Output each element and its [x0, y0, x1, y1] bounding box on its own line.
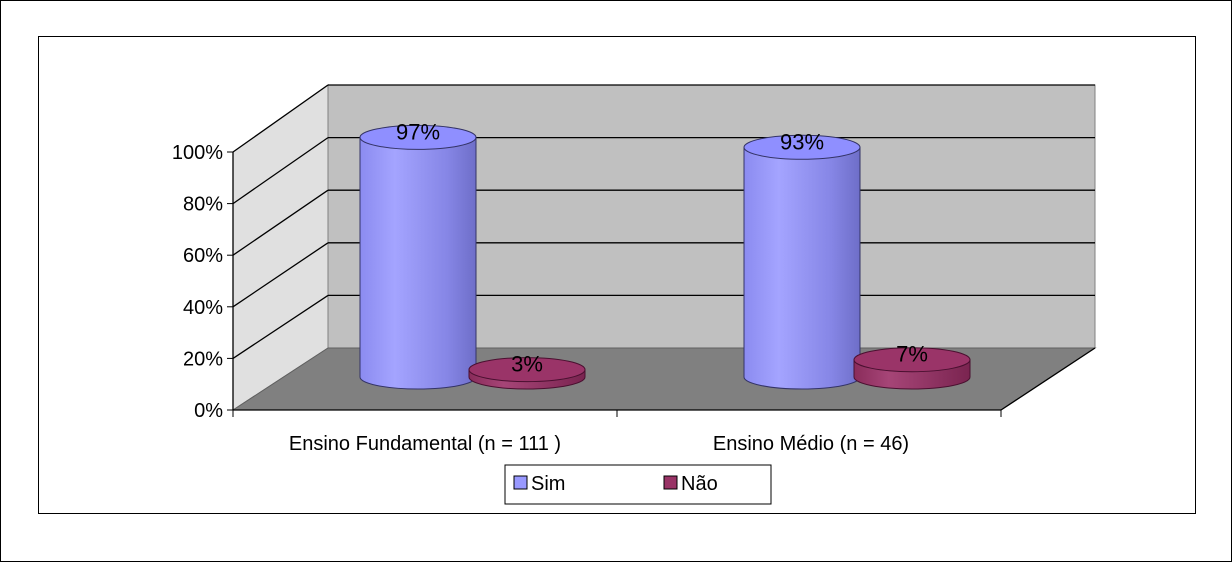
category-label: Ensino Médio (n = 46) [713, 433, 909, 455]
bar-sim-top [743, 134, 861, 160]
bar-sim-body [359, 136, 477, 390]
y-tick-label: 40% [183, 297, 223, 319]
bar-não-top [468, 357, 586, 383]
bars [359, 124, 971, 390]
y-tick-label: 60% [183, 245, 223, 267]
y-tick-label: 0% [194, 400, 223, 422]
legend-label-sim: Sim [531, 473, 565, 495]
category-labels: Ensino Fundamental (n = 111 ) Ensino Médi… [289, 433, 909, 455]
y-tick-label: 80% [183, 194, 223, 216]
legend-swatch-nao [663, 475, 678, 490]
gridline-side [232, 137, 329, 205]
legend-swatch-sim [513, 475, 528, 490]
x-axis-depth-line [1000, 347, 1096, 411]
data-labels: 97% 3% 93% 7% [396, 119, 928, 376]
bar-não-top [853, 347, 971, 373]
data-label: 93% [780, 129, 824, 154]
data-label: 7% [896, 342, 928, 367]
legend-label-nao: Não [681, 473, 718, 495]
legend-box [504, 464, 772, 505]
legend: Sim Não [504, 464, 772, 505]
y-tick-label: 20% [183, 348, 223, 370]
gridline-side [232, 84, 329, 153]
bar-sim-top [359, 124, 477, 150]
gridline-side [232, 242, 329, 308]
data-label: 3% [511, 352, 543, 377]
gridline-side [232, 189, 329, 256]
value-axis: 0% 20% 40% 60% 80% 100% [172, 142, 1096, 422]
data-label: 97% [396, 119, 440, 144]
y-tick-label: 100% [172, 142, 223, 164]
category-label: Ensino Fundamental (n = 111 ) [289, 433, 561, 455]
bar-sim-body [743, 146, 861, 390]
gridline-side [232, 294, 329, 359]
